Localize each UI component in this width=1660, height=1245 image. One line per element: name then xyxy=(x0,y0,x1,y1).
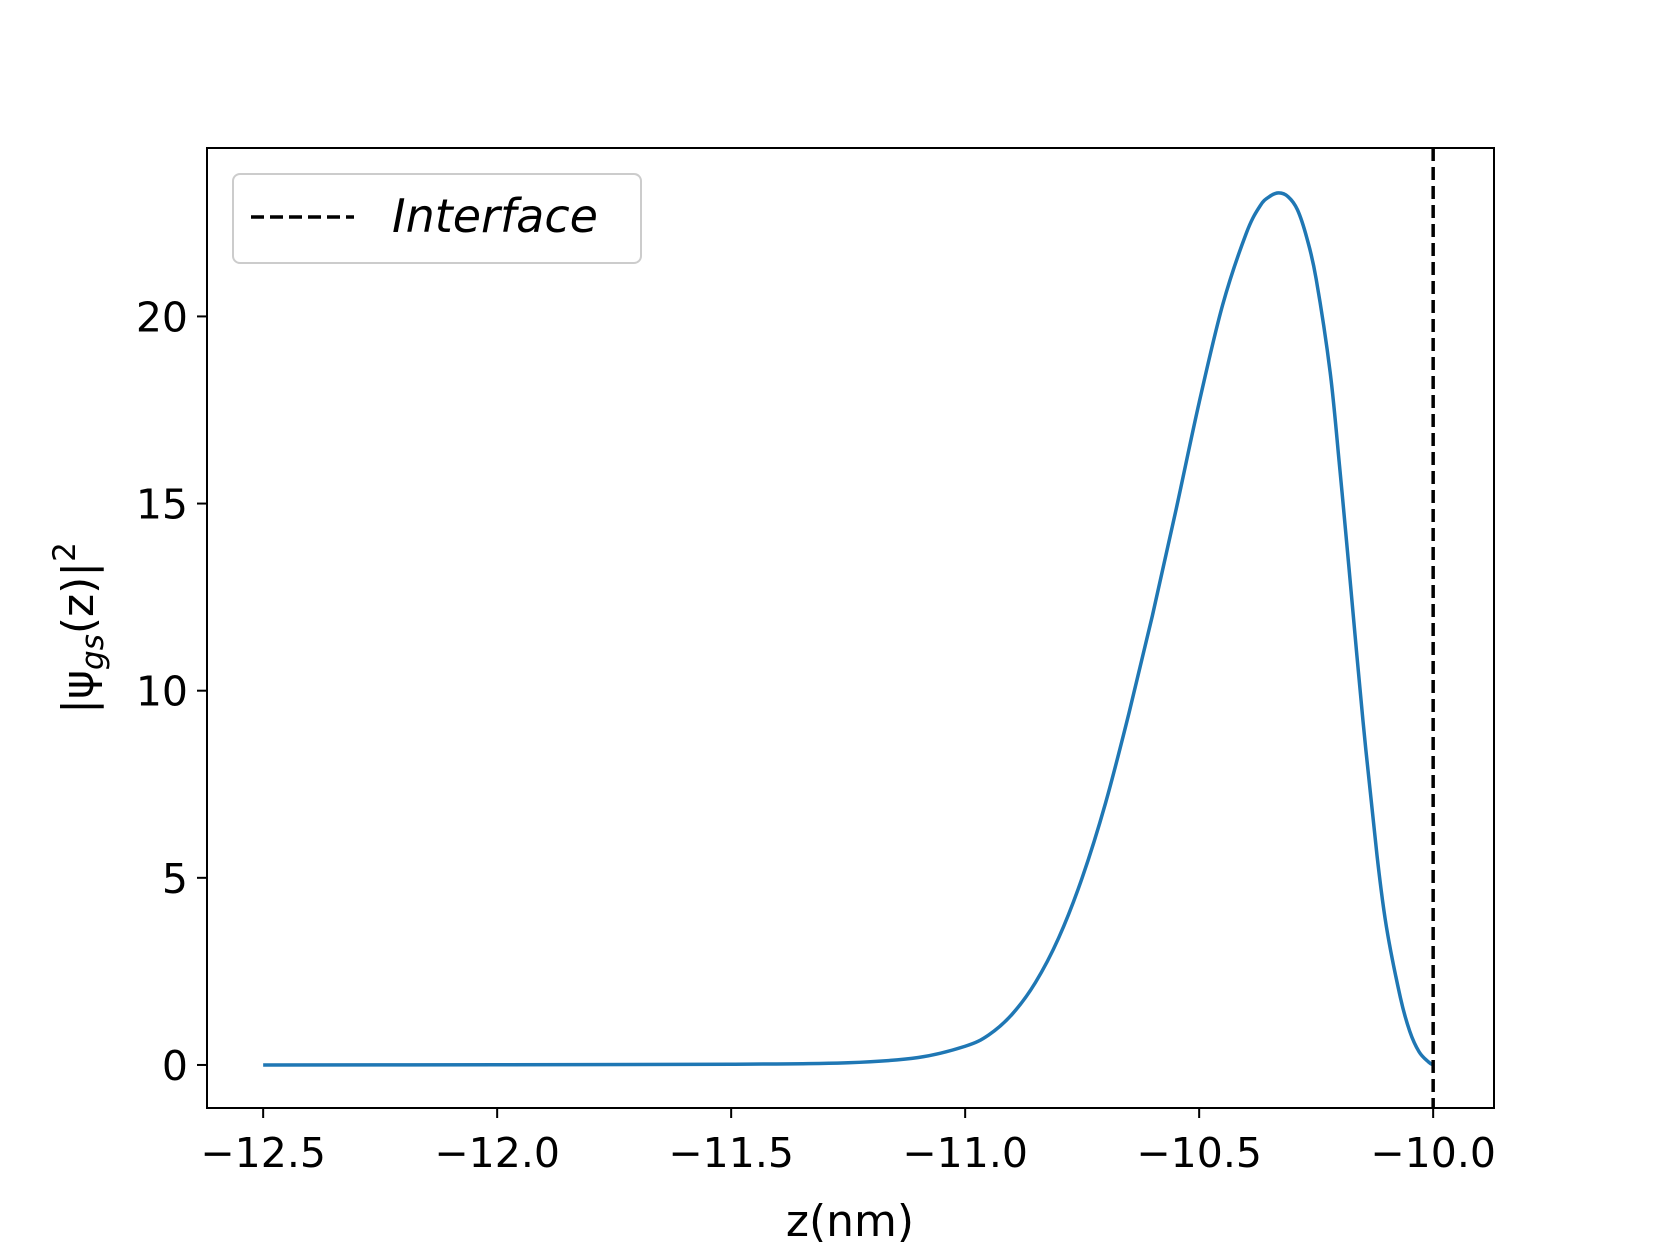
y-tick-label: 5 xyxy=(162,855,188,903)
series-line xyxy=(263,191,1435,1067)
x-tick-label: −12.5 xyxy=(200,1129,326,1177)
y-tick-label: 20 xyxy=(136,293,188,341)
y-axis-label-after: (z)| xyxy=(53,562,104,634)
y-axis-label-superscript: 2 xyxy=(47,542,83,562)
y-axis-label-main: |ψ xyxy=(53,670,104,714)
y-axis-label-subscript: gs xyxy=(75,634,111,670)
x-tick-label: −11.5 xyxy=(668,1129,794,1177)
x-axis-label: z(nm) xyxy=(786,1196,914,1245)
x-tick-label: −12.0 xyxy=(434,1129,560,1177)
legend-label: Interface xyxy=(392,189,598,243)
legend: Interface xyxy=(232,173,642,264)
x-tick-label: −10.5 xyxy=(1136,1129,1262,1177)
legend-box xyxy=(232,173,642,264)
plot-background xyxy=(207,148,1494,1108)
x-tick-label: −11.0 xyxy=(902,1129,1028,1177)
y-tick-label: 10 xyxy=(136,668,188,716)
plot-frame xyxy=(206,147,1495,1109)
y-tick-label: 15 xyxy=(136,481,188,529)
y-tick-label: 0 xyxy=(162,1042,188,1090)
x-tick-label: −10.0 xyxy=(1370,1129,1496,1177)
y-axis-ticks: 0 5 10 15 20 xyxy=(136,293,207,1090)
x-axis-ticks: −12.5 −12.0 −11.5 −11.0 −10.5 −10.0 xyxy=(200,1108,1496,1177)
y-axis-label: |ψgs(z)|2 xyxy=(47,542,111,714)
